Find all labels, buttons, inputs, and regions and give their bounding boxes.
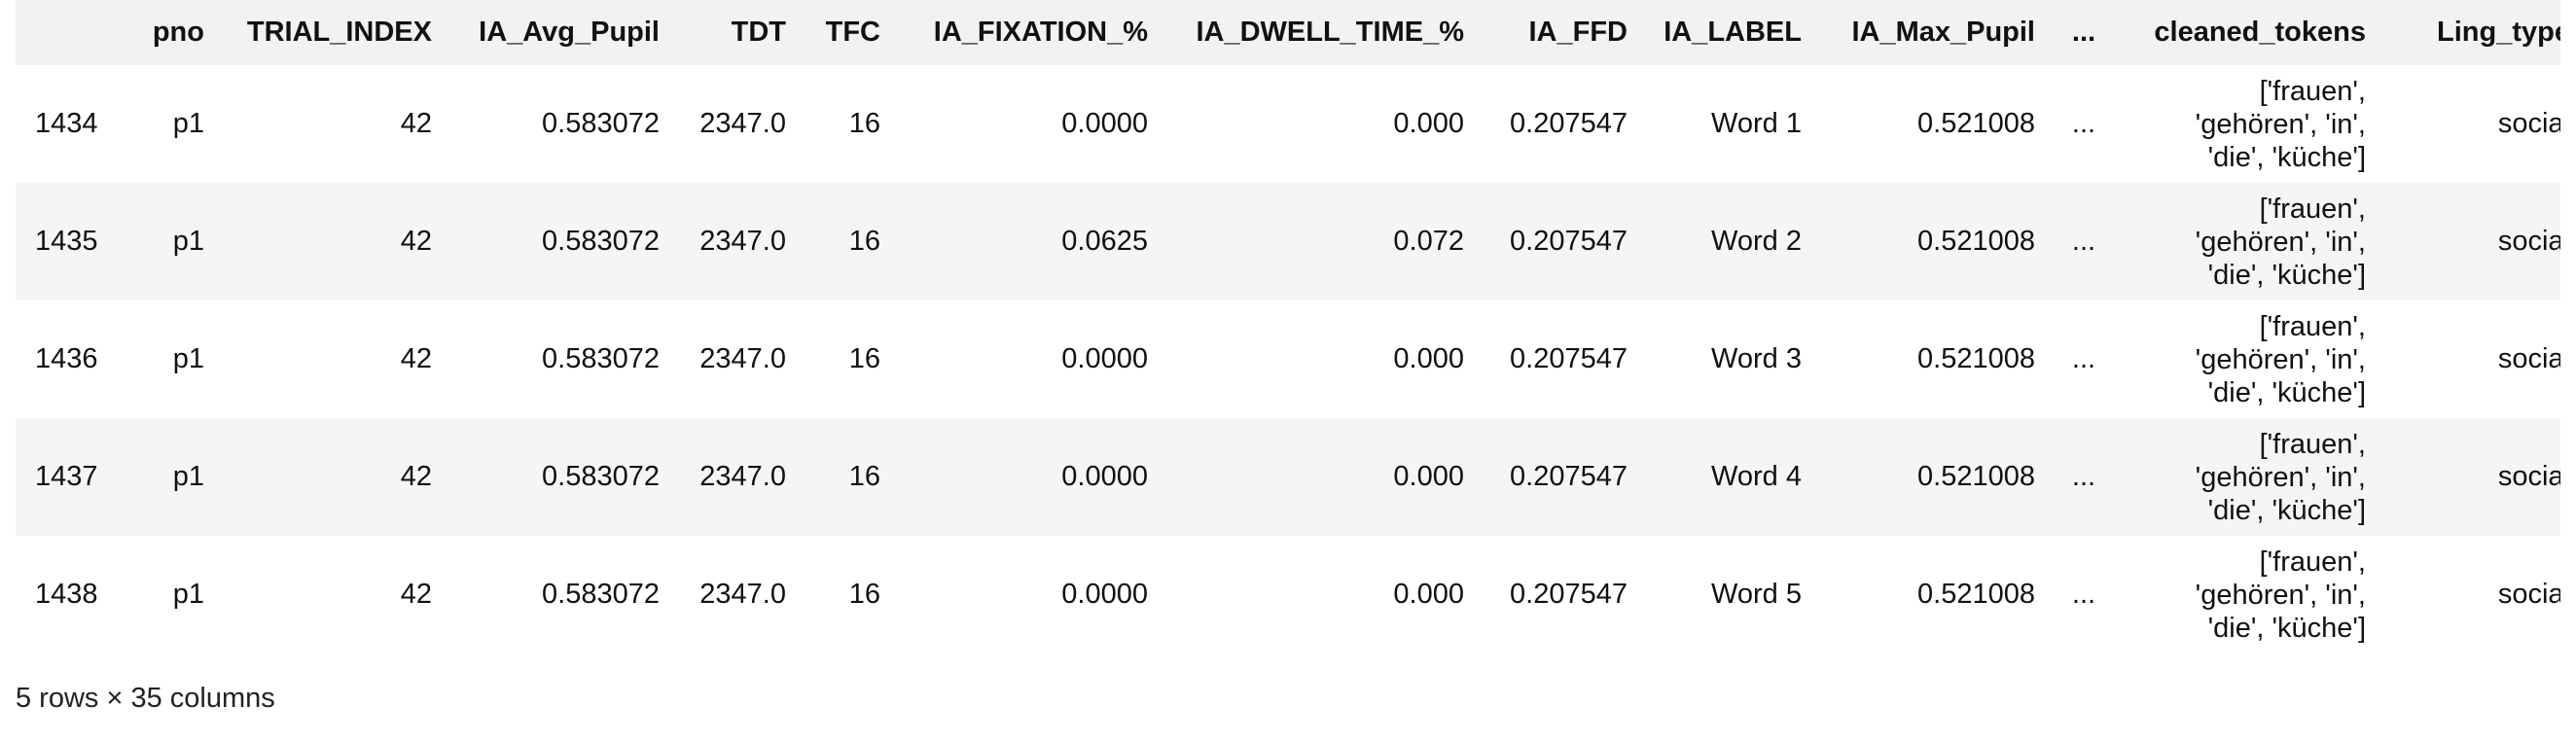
ellipsis-cell: ...	[2071, 226, 2096, 257]
ia-avg-pupil-cell: 0.583072	[542, 226, 660, 257]
column-header-ia-avg-pupil: IA_Avg_Pupil	[479, 17, 660, 48]
column-header-ling-type: Ling_type	[2437, 17, 2560, 48]
column-header-ia-max-pupil: IA_Max_Pupil	[1851, 17, 2035, 48]
ia-fixation-pct-cell: 0.0625	[1061, 226, 1148, 257]
ling-type-cell: social	[2497, 579, 2560, 610]
row-index-cell: 1434	[35, 108, 98, 139]
dataframe-table: pno TRIAL_INDEX IA_Avg_Pupil TDT TFC IA_…	[16, 0, 2560, 653]
ia-ffd-cell: 0.207547	[1510, 226, 1628, 257]
row-index-cell: 1436	[35, 343, 98, 374]
cleaned-tokens-cell: ['frauen', 'gehören', 'in', 'die', 'küch…	[2195, 546, 2366, 644]
row-index-cell: 1435	[35, 226, 98, 257]
ia-label-cell: Word 1	[1711, 108, 1802, 139]
column-header-pno: pno	[152, 17, 204, 48]
ling-type-cell: social	[2497, 226, 2560, 257]
tdt-cell: 2347.0	[699, 108, 786, 139]
column-header-ia-label: IA_LABEL	[1664, 17, 1802, 48]
trial-index-cell: 42	[400, 108, 432, 139]
tfc-cell: 16	[848, 343, 880, 374]
ia-max-pupil-cell: 0.521008	[1917, 461, 2035, 492]
trial-index-cell: 42	[400, 579, 432, 610]
column-header-tdt: TDT	[731, 17, 786, 48]
tfc-cell: 16	[848, 108, 880, 139]
ia-max-pupil-cell: 0.521008	[1917, 579, 2035, 610]
column-header-cleaned-tokens: cleaned_tokens	[2154, 17, 2366, 48]
tfc-cell: 16	[848, 226, 880, 257]
ia-avg-pupil-cell: 0.583072	[542, 579, 660, 610]
cleaned-tokens-cell: ['frauen', 'gehören', 'in', 'die', 'küch…	[2195, 428, 2366, 526]
pno-cell: p1	[172, 343, 204, 374]
ling-type-cell: social	[2497, 108, 2560, 139]
cleaned-tokens-cell: ['frauen', 'gehören', 'in', 'die', 'küch…	[2195, 193, 2366, 291]
ia-fixation-pct-cell: 0.0000	[1061, 579, 1148, 610]
ia-fixation-pct-cell: 0.0000	[1061, 108, 1148, 139]
tdt-cell: 2347.0	[699, 343, 786, 374]
pno-cell: p1	[172, 461, 204, 492]
index-column-header	[16, 0, 123, 65]
ia-dwell-time-pct-cell: 0.072	[1393, 226, 1464, 257]
ia-max-pupil-cell: 0.521008	[1917, 343, 2035, 374]
ia-label-cell: Word 3	[1711, 343, 1802, 374]
column-header-ia-dwell-time-pct: IA_DWELL_TIME_%	[1196, 17, 1464, 48]
ia-label-cell: Word 5	[1711, 579, 1802, 610]
ia-dwell-time-pct-cell: 0.000	[1393, 343, 1464, 374]
dataframe-output: pno TRIAL_INDEX IA_Avg_Pupil TDT TFC IA_…	[16, 0, 2560, 741]
ia-dwell-time-pct-cell: 0.000	[1393, 108, 1464, 139]
ling-type-cell: social	[2497, 343, 2560, 374]
row-index-cell: 1438	[35, 579, 98, 610]
column-header-trial-index: TRIAL_INDEX	[246, 17, 432, 48]
table-row: 1435 p1 42 0.583072 2347.0 16 0.0625 0.0…	[16, 183, 2560, 300]
ellipsis-cell: ...	[2071, 108, 2096, 139]
column-header-ia-fixation-pct: IA_FIXATION_%	[933, 17, 1148, 48]
ellipsis-cell: ...	[2071, 343, 2096, 374]
table-row: 1436 p1 42 0.583072 2347.0 16 0.0000 0.0…	[16, 300, 2560, 418]
tdt-cell: 2347.0	[699, 461, 786, 492]
ia-ffd-cell: 0.207547	[1510, 461, 1628, 492]
ia-fixation-pct-cell: 0.0000	[1061, 343, 1148, 374]
table-row: 1438 p1 42 0.583072 2347.0 16 0.0000 0.0…	[16, 536, 2560, 653]
ia-fixation-pct-cell: 0.0000	[1061, 461, 1148, 492]
tdt-cell: 2347.0	[699, 579, 786, 610]
row-index-cell: 1437	[35, 461, 98, 492]
pno-cell: p1	[172, 108, 204, 139]
ia-max-pupil-cell: 0.521008	[1917, 108, 2035, 139]
ia-avg-pupil-cell: 0.583072	[542, 461, 660, 492]
tfc-cell: 16	[848, 461, 880, 492]
ia-max-pupil-cell: 0.521008	[1917, 226, 2035, 257]
column-header-tfc: TFC	[825, 17, 880, 48]
trial-index-cell: 42	[400, 226, 432, 257]
trial-index-cell: 42	[400, 343, 432, 374]
ia-ffd-cell: 0.207547	[1510, 108, 1628, 139]
tdt-cell: 2347.0	[699, 226, 786, 257]
column-header-ellipsis: ...	[2071, 17, 2096, 48]
ia-avg-pupil-cell: 0.583072	[542, 108, 660, 139]
column-header-ia-ffd: IA_FFD	[1528, 17, 1628, 48]
pno-cell: p1	[172, 226, 204, 257]
ia-label-cell: Word 2	[1711, 226, 1802, 257]
cleaned-tokens-cell: ['frauen', 'gehören', 'in', 'die', 'küch…	[2195, 310, 2366, 408]
ellipsis-cell: ...	[2071, 461, 2096, 492]
pno-cell: p1	[172, 579, 204, 610]
table-header-row: pno TRIAL_INDEX IA_Avg_Pupil TDT TFC IA_…	[16, 0, 2560, 65]
dataframe-shape-summary: 5 rows × 35 columns	[16, 683, 275, 714]
ia-dwell-time-pct-cell: 0.000	[1393, 461, 1464, 492]
ia-avg-pupil-cell: 0.583072	[542, 343, 660, 374]
ellipsis-cell: ...	[2071, 579, 2096, 610]
table-row: 1434 p1 42 0.583072 2347.0 16 0.0000 0.0…	[16, 65, 2560, 183]
table-row: 1437 p1 42 0.583072 2347.0 16 0.0000 0.0…	[16, 418, 2560, 536]
ia-ffd-cell: 0.207547	[1510, 579, 1628, 610]
ia-label-cell: Word 4	[1711, 461, 1802, 492]
ia-ffd-cell: 0.207547	[1510, 343, 1628, 374]
tfc-cell: 16	[848, 579, 880, 610]
ia-dwell-time-pct-cell: 0.000	[1393, 579, 1464, 610]
trial-index-cell: 42	[400, 461, 432, 492]
ling-type-cell: social	[2497, 461, 2560, 492]
cleaned-tokens-cell: ['frauen', 'gehören', 'in', 'die', 'küch…	[2195, 75, 2366, 173]
